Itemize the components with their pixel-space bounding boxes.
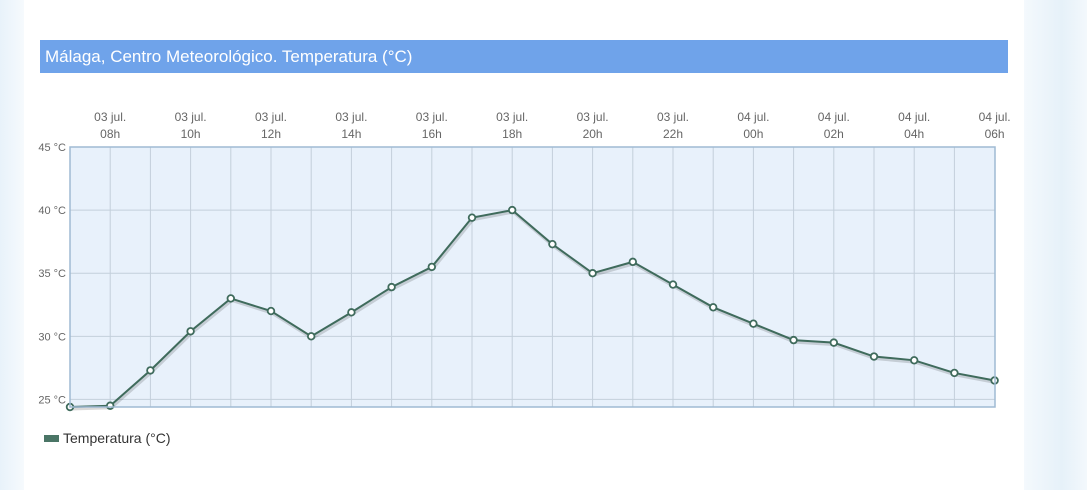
x-tick-label: 03 jul. 20h <box>577 110 609 141</box>
page-background-right <box>1024 0 1087 490</box>
y-tick-label: 40 °C <box>38 205 66 217</box>
data-point[interactable] <box>749 319 758 328</box>
data-point[interactable] <box>950 368 959 378</box>
data-point[interactable] <box>869 352 879 361</box>
data-point[interactable] <box>307 332 316 341</box>
y-tick-label: 35 °C <box>38 268 66 280</box>
plot-area <box>70 147 995 407</box>
chart-title-bar: Málaga, Centro Meteorológico. Temperatur… <box>40 40 1008 73</box>
y-tick-label: 30 °C <box>38 331 66 343</box>
x-tick-label: 03 jul. 12h <box>255 110 287 141</box>
x-tick-label: 03 jul. 14h <box>335 110 367 141</box>
y-tick-label: 45 °C <box>38 142 66 154</box>
chart-title: Málaga, Centro Meteorológico. Temperatur… <box>45 47 413 66</box>
data-point[interactable] <box>508 205 517 215</box>
x-tick-label: 04 jul. 02h <box>818 110 850 141</box>
legend-swatch <box>44 434 59 442</box>
data-point[interactable] <box>588 269 597 278</box>
legend-label: Temperatura (°C) <box>63 430 171 446</box>
data-point[interactable] <box>186 327 195 336</box>
grid-lines <box>70 146 995 407</box>
x-tick-label: 03 jul. 16h <box>416 110 448 141</box>
x-axis-ticks: 03 jul. 08h 03 jul. 10h 03 jul. 12h 03 jul. 14h… <box>94 110 1010 141</box>
plot-border <box>69 146 996 408</box>
data-point[interactable] <box>789 335 798 345</box>
x-tick-label: 03 jul. 18h <box>496 110 528 141</box>
data-point[interactable] <box>266 306 276 316</box>
data-point[interactable] <box>628 257 637 267</box>
x-tick-label: 04 jul. 04h <box>898 110 930 141</box>
x-tick-label: 04 jul. 06h <box>979 110 1011 141</box>
data-point[interactable] <box>910 356 919 365</box>
x-tick-label: 03 jul. 08h <box>94 110 126 141</box>
data-point[interactable] <box>427 262 436 272</box>
x-tick-label: 04 jul. 00h <box>737 110 769 141</box>
page-background-left <box>0 0 24 490</box>
data-point[interactable] <box>709 303 718 312</box>
x-tick-label: 03 jul. 10h <box>175 110 207 141</box>
x-tick-label: 03 jul. 22h <box>657 110 689 141</box>
series-line <box>69 209 995 408</box>
data-point[interactable] <box>668 280 678 289</box>
data-point[interactable] <box>105 401 115 410</box>
data-point[interactable] <box>347 308 356 317</box>
data-point[interactable] <box>548 239 557 249</box>
data-point[interactable] <box>146 366 155 375</box>
legend[interactable]: Temperatura (°C) <box>44 428 171 448</box>
y-tick-label: 25 °C <box>38 394 66 406</box>
y-axis-ticks: 45 °C 40 °C 35 °C 30 °C 25 °C <box>38 142 66 406</box>
data-point[interactable] <box>387 282 396 292</box>
data-point[interactable] <box>829 338 838 347</box>
data-point[interactable] <box>226 294 235 303</box>
data-point[interactable] <box>467 213 477 222</box>
